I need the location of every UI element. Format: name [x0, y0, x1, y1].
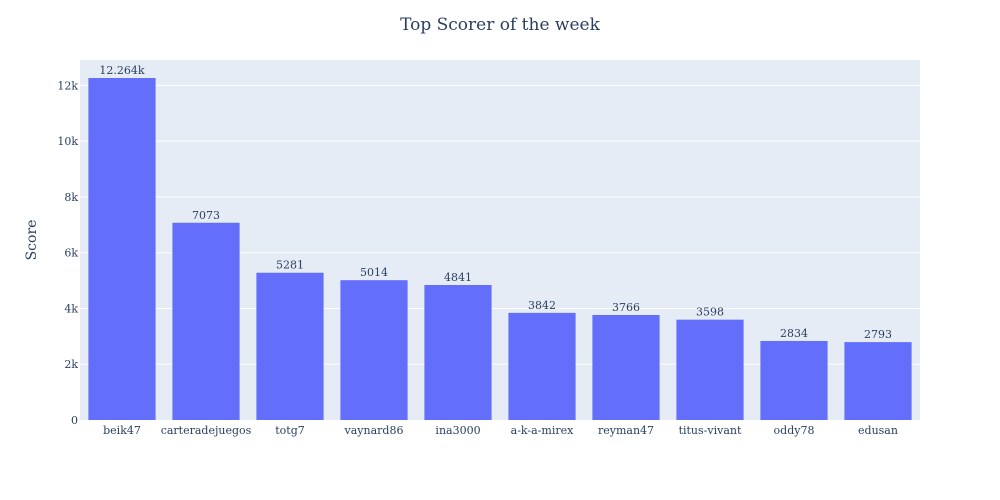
bar-data-label: 2793: [864, 328, 892, 341]
bars: [88, 78, 912, 420]
bar-data-label: 7073: [192, 209, 220, 222]
bar-data-label: 4841: [444, 271, 472, 284]
bar-data-label: 3842: [528, 299, 556, 312]
y-tick-label: 12k: [57, 79, 78, 92]
x-tick-label: beik47: [103, 424, 141, 437]
y-tick-label: 4k: [64, 302, 78, 315]
bar-data-label: 12.264k: [99, 64, 144, 77]
bar-data-label: 5014: [360, 266, 388, 279]
y-tick-label: 2k: [64, 358, 78, 371]
bar: [844, 342, 912, 420]
y-axis-title: Score: [24, 220, 40, 261]
bar-data-label: 3598: [696, 306, 724, 319]
chart-title: Top Scorer of the week: [400, 15, 601, 35]
bar: [508, 312, 576, 420]
x-tick-label: edusan: [858, 424, 898, 437]
bar: [340, 280, 408, 420]
y-tick-label: 10k: [57, 135, 78, 148]
bar: [88, 78, 156, 420]
x-tick-label: titus-vivant: [679, 424, 742, 437]
y-tick-label: 6k: [64, 247, 78, 260]
x-tick-label: totg7: [275, 424, 305, 437]
bar: [760, 340, 828, 420]
bar-data-label: 5281: [276, 259, 304, 272]
bar: [676, 319, 744, 420]
bar: [424, 285, 492, 420]
y-axis-ticks: 0 2k 4k 6k 8k 10k 12k: [57, 79, 78, 427]
bar-data-label: 2834: [780, 327, 808, 340]
x-axis-ticks: beik47 carteradejuegos totg7 vaynard86 ina30…: [103, 424, 898, 437]
bar: [172, 222, 240, 420]
x-tick-label: ina3000: [435, 424, 480, 437]
x-tick-label: carteradejuegos: [161, 424, 252, 437]
bar: [256, 272, 324, 420]
x-tick-label: vaynard86: [344, 424, 404, 437]
y-tick-label: 0: [71, 414, 78, 427]
bar-data-label: 3766: [612, 301, 640, 314]
data-labels: 12.264k 7073 5281 5014 4841 3842 3766 3598 2834 2…: [99, 64, 892, 341]
bar: [592, 314, 660, 420]
x-tick-label: reyman47: [598, 424, 654, 437]
y-tick-label: 8k: [64, 191, 78, 204]
x-tick-label: oddy78: [774, 424, 815, 437]
x-tick-label: a-k-a-mirex: [511, 424, 574, 437]
